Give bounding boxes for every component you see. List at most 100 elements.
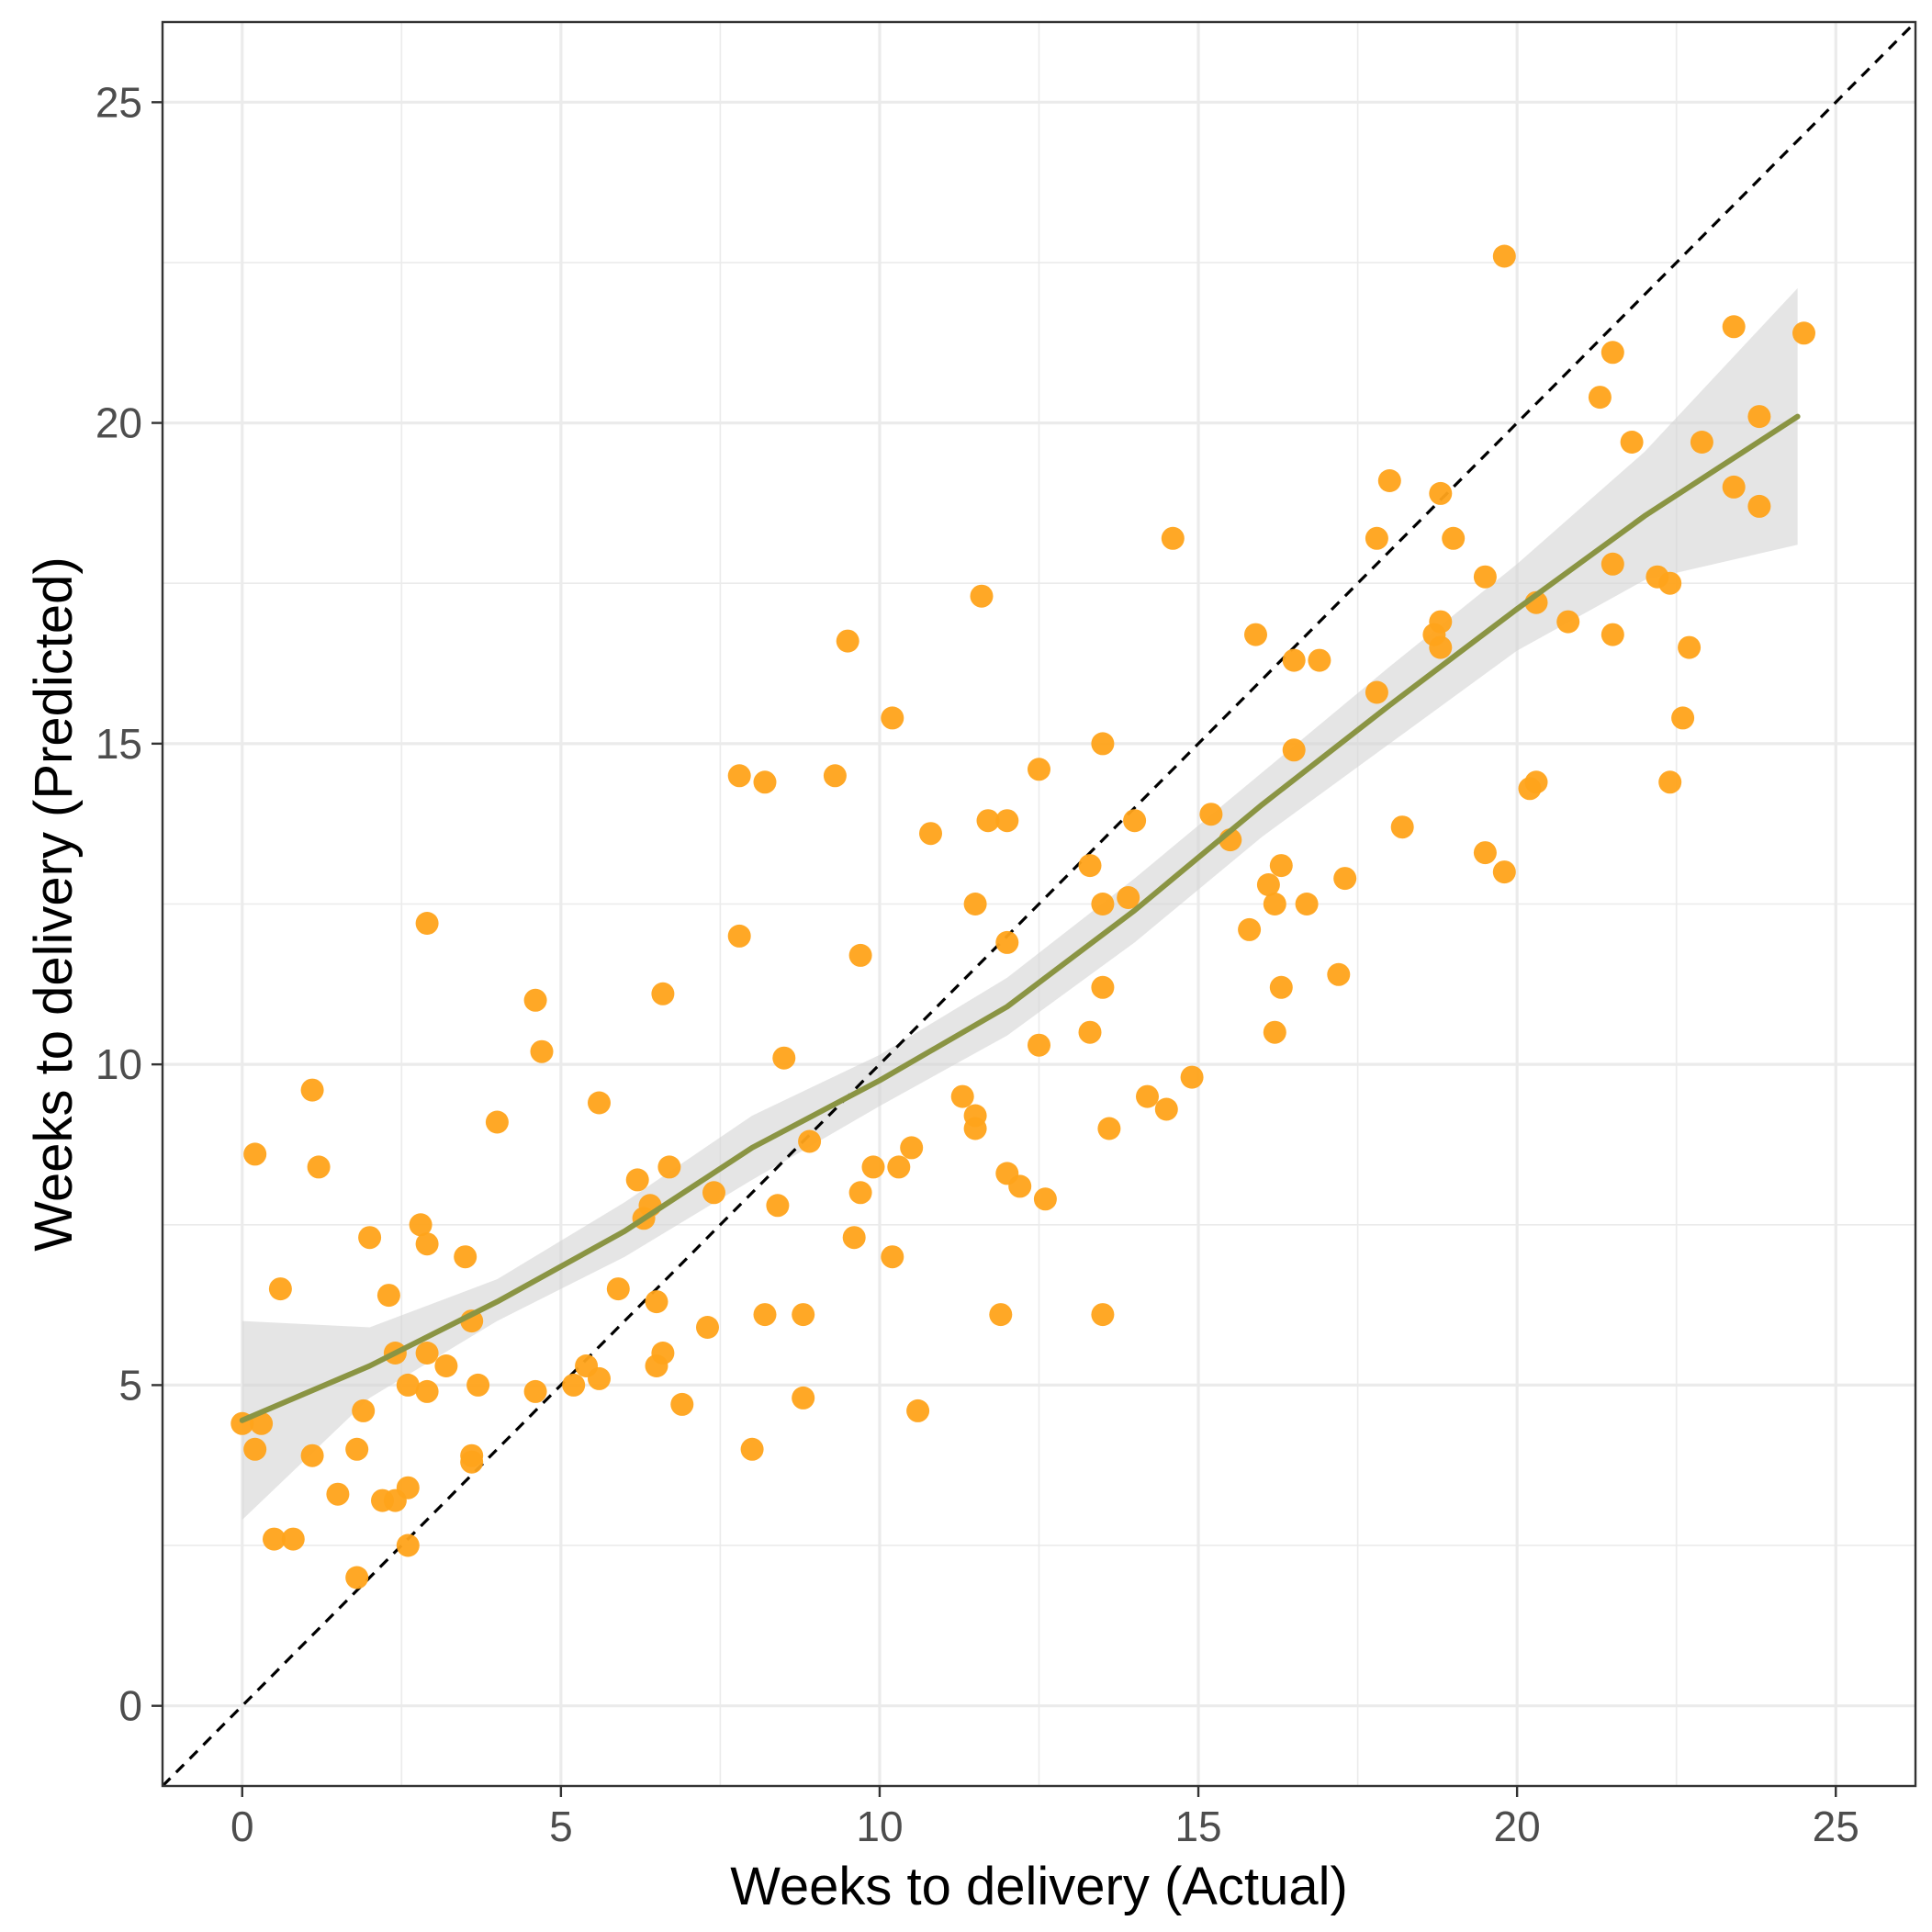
data-point [1671, 706, 1695, 730]
data-point [1078, 1020, 1102, 1044]
data-point [345, 1566, 369, 1589]
confidence-band [242, 287, 1798, 1521]
data-point [1269, 975, 1293, 999]
data-point [670, 1392, 694, 1416]
data-point [1722, 315, 1746, 339]
data-point [396, 1476, 420, 1500]
data-point [415, 1232, 439, 1256]
data-point [1333, 867, 1357, 891]
data-point [1078, 854, 1102, 878]
data-point [1658, 770, 1682, 794]
data-point [396, 1533, 420, 1557]
data-point [963, 893, 987, 915]
data-point [1690, 431, 1713, 454]
data-point [1524, 770, 1548, 794]
data-point [1091, 1303, 1115, 1327]
x-tick-label: 10 [856, 1803, 903, 1850]
data-point [645, 1290, 668, 1314]
data-point [651, 982, 675, 1005]
data-point [1747, 494, 1771, 518]
data-point [1442, 526, 1466, 550]
y-axis-title: Weeks to delivery (Predicted) [24, 556, 84, 1251]
data-point [657, 1155, 681, 1179]
data-point [1429, 481, 1453, 505]
data-point [281, 1527, 305, 1551]
data-point [1199, 803, 1223, 826]
data-point [1722, 475, 1746, 499]
data-point [766, 1194, 790, 1218]
data-point [485, 1110, 509, 1134]
data-point [606, 1277, 630, 1301]
data-point [396, 1373, 420, 1397]
panel-border [161, 20, 1917, 1788]
data-point [1601, 341, 1624, 365]
x-axis-title: Weeks to delivery (Actual) [730, 1857, 1348, 1916]
data-point [989, 1303, 1013, 1327]
data-point [1282, 648, 1306, 672]
data-point [848, 1181, 872, 1205]
y-tick-label: 25 [95, 78, 142, 126]
data-point [243, 1437, 267, 1461]
data-point [970, 584, 994, 608]
x-tick-label: 5 [549, 1803, 573, 1850]
data-point [243, 1142, 267, 1166]
data-point [1429, 635, 1453, 659]
data-point [1238, 917, 1262, 941]
x-tick-label: 0 [230, 1803, 254, 1850]
data-point [1154, 1097, 1178, 1121]
data-point [358, 1226, 382, 1250]
data-point [727, 764, 751, 788]
x-tick-label: 25 [1813, 1803, 1859, 1850]
data-point [530, 1039, 554, 1063]
data-points [230, 244, 1815, 1589]
data-point [1028, 1033, 1050, 1057]
y-tick-label: 5 [118, 1361, 142, 1409]
data-point [1244, 623, 1267, 646]
data-point [1492, 860, 1516, 884]
data-point [300, 1078, 324, 1102]
data-point [881, 1245, 904, 1269]
y-tick-label: 0 [118, 1682, 142, 1730]
data-point [1091, 893, 1115, 915]
data-point [415, 912, 439, 935]
data-point [562, 1373, 586, 1397]
data-point [1008, 1174, 1032, 1198]
axes: 0 5 10 15 20 25 0 5 10 15 20 25 [95, 78, 1859, 1850]
data-point [727, 924, 751, 948]
data-point [434, 1354, 458, 1377]
data-point [1180, 1065, 1204, 1089]
data-point [1588, 386, 1612, 410]
confidence-band-area [242, 287, 1798, 1521]
data-point [263, 1527, 286, 1551]
data-point [1091, 975, 1115, 999]
data-point [1556, 610, 1580, 634]
data-point [1429, 610, 1453, 634]
data-point [1282, 738, 1306, 762]
data-point [1097, 1117, 1121, 1140]
data-point [326, 1482, 350, 1506]
smooth-trend-line [239, 413, 1801, 1423]
data-point [950, 1084, 974, 1108]
data-point [919, 822, 942, 846]
reference-line [161, 20, 1917, 1788]
data-point [963, 1117, 987, 1140]
data-point [1601, 623, 1624, 646]
data-point [352, 1398, 376, 1422]
data-point [415, 1379, 439, 1403]
data-point [625, 1168, 649, 1192]
data-point [1269, 854, 1293, 878]
data-point [881, 706, 904, 730]
data-point [906, 1398, 930, 1422]
data-point [1792, 321, 1815, 345]
data-point [523, 1379, 547, 1403]
data-point [823, 764, 847, 788]
data-point [740, 1437, 764, 1461]
data-point [1473, 841, 1497, 865]
identity-line [161, 20, 1917, 1788]
data-point [1136, 1084, 1159, 1108]
data-point [1263, 1020, 1286, 1044]
x-tick-label: 20 [1494, 1803, 1541, 1850]
data-point [454, 1245, 477, 1269]
